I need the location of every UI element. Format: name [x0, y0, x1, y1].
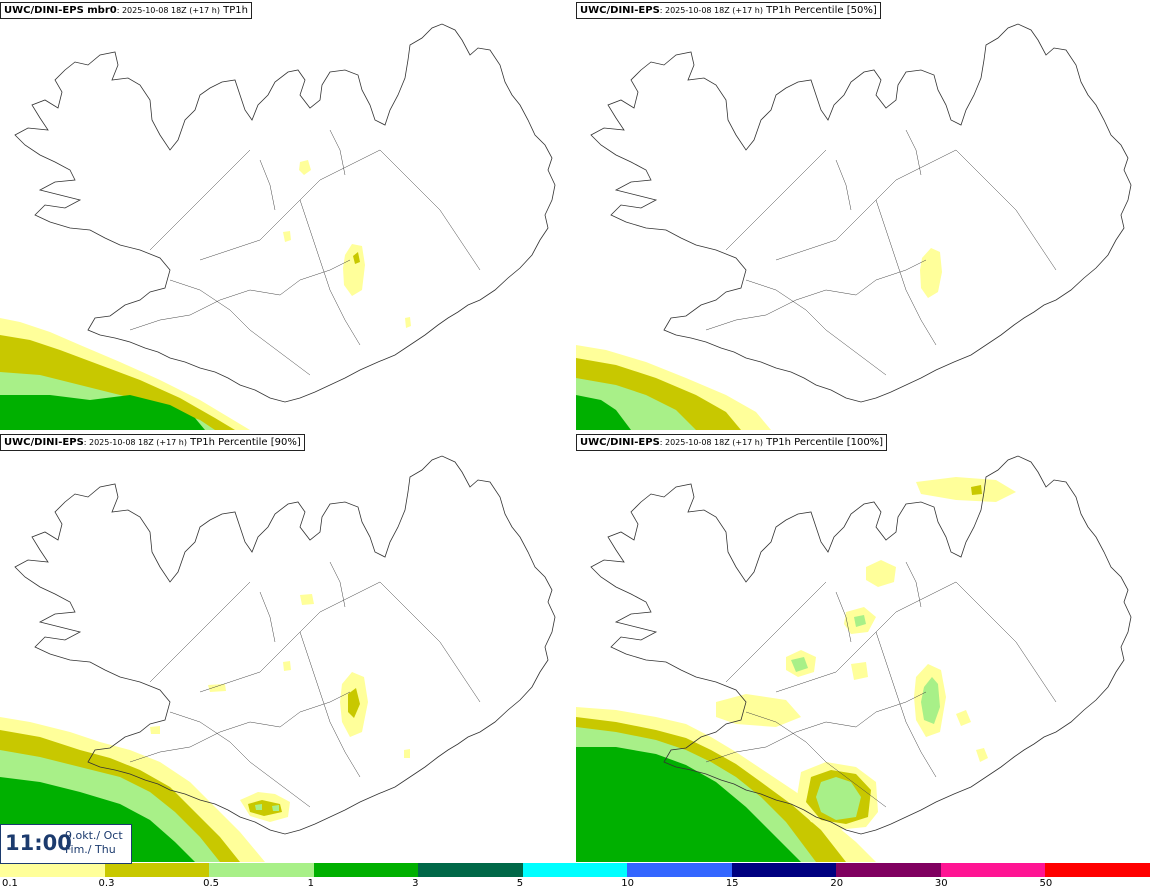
valid-time: 11:00 [5, 831, 72, 855]
precip-area-green [0, 395, 205, 430]
precip-spot [791, 657, 808, 672]
precip-spot [255, 804, 279, 811]
model-name: UWC/DINI-EPS [4, 437, 84, 448]
map-panel-p100: UWC/DINI-EPS: 2025-10-08 18Z (+17 h) TP1… [576, 432, 1150, 862]
legend-tick-label: 15 [725, 878, 739, 889]
precip-spot [851, 662, 868, 680]
legend-tick-label: 20 [830, 878, 844, 889]
legend-tick-label: 5 [516, 878, 524, 889]
legend-swatch [0, 863, 106, 877]
legend-swatch [313, 863, 419, 877]
precip-spot [150, 726, 160, 734]
panel-title: UWC/DINI-EPS: 2025-10-08 18Z (+17 h) TP1… [576, 2, 881, 19]
legend-swatch [104, 863, 210, 877]
precipitation-map [576, 455, 1132, 862]
precip-spot [976, 748, 988, 762]
precip-spot [916, 477, 1016, 502]
precipitation-map [576, 23, 1132, 430]
field-name: TP1h [219, 5, 248, 16]
field-name: TP1h Percentile [100%] [762, 437, 884, 448]
precip-spot [208, 684, 226, 692]
legend-swatch [1045, 863, 1150, 877]
precip-spot [404, 749, 410, 758]
run-info: : 2025-10-08 18Z (+17 h) [116, 6, 220, 15]
precip-spot [816, 777, 861, 820]
legend-tick-label: 3 [412, 878, 419, 889]
precip-spot [971, 485, 982, 495]
precip-spot [300, 594, 314, 605]
legend-tick-label: 30 [934, 878, 948, 889]
legend-swatch [418, 863, 524, 877]
precip-spot [716, 694, 801, 727]
precip-spot [283, 661, 291, 671]
legend-tick-label: 50 [1039, 878, 1053, 889]
valid-date-line1: 9.okt./ Oct [65, 829, 123, 842]
precip-spot [405, 317, 411, 328]
precip-area-green [576, 747, 801, 862]
run-info: : 2025-10-08 18Z (+17 h) [659, 6, 763, 15]
legend-tick-label: 1 [307, 878, 314, 889]
panel-title: UWC/DINI-EPS mbr0: 2025-10-08 18Z (+17 h… [0, 2, 252, 19]
map-panel-p90: UWC/DINI-EPS: 2025-10-08 18Z (+17 h) TP1… [0, 432, 574, 862]
iceland-coastline-icon [590, 23, 1132, 403]
iceland-coastline-icon [14, 23, 556, 403]
legend-swatch [522, 863, 628, 877]
precip-spot [343, 244, 365, 296]
precip-spot [348, 688, 360, 718]
valid-time-box: 11:00 9.okt./ Oct Fim./ Thu [0, 824, 132, 864]
field-name: TP1h Percentile [90%] [186, 437, 301, 448]
precipitation-map [0, 23, 556, 430]
model-name: UWC/DINI-EPS [580, 5, 660, 16]
precip-spot [299, 160, 311, 175]
legend-swatch [836, 863, 942, 877]
legend-tick-label: 0.3 [98, 878, 115, 889]
panel-title: UWC/DINI-EPS: 2025-10-08 18Z (+17 h) TP1… [576, 434, 888, 451]
run-info: : 2025-10-08 18Z (+17 h) [659, 438, 763, 447]
valid-date: 9.okt./ Oct Fim./ Thu [65, 829, 123, 857]
color-legend: 0.1 0.3 0.5 1 3 5 10 15 20 30 50 [0, 862, 1150, 891]
legend-tick-label: 10 [621, 878, 634, 889]
legend-swatch [731, 863, 837, 877]
field-name: TP1h Percentile [50%] [762, 5, 877, 16]
precip-area-green [576, 395, 631, 430]
precip-spot [248, 800, 282, 816]
precip-spot [854, 615, 866, 627]
precip-spot [956, 710, 971, 726]
precipitation-map [0, 455, 556, 862]
model-name: UWC/DINI-EPS [580, 437, 660, 448]
panel-title: UWC/DINI-EPS: 2025-10-08 18Z (+17 h) TP1… [0, 434, 305, 451]
precip-spot [353, 252, 360, 264]
valid-date-line2: Fim./ Thu [65, 843, 116, 856]
precip-spot [921, 677, 940, 724]
legend-swatch [627, 863, 733, 877]
model-name: UWC/DINI-EPS mbr0 [4, 5, 117, 16]
precip-spot [283, 231, 291, 242]
map-panel-member0: UWC/DINI-EPS mbr0: 2025-10-08 18Z (+17 h… [0, 0, 574, 430]
legend-tick-label: 0.1 [2, 878, 18, 889]
map-panel-p50: UWC/DINI-EPS: 2025-10-08 18Z (+17 h) TP1… [576, 0, 1150, 430]
run-info: : 2025-10-08 18Z (+17 h) [83, 438, 187, 447]
legend-tick-label: 0.5 [203, 878, 219, 889]
legend-swatch [940, 863, 1046, 877]
legend-swatch [209, 863, 315, 877]
precip-spot [920, 248, 942, 298]
precip-spot [866, 560, 896, 587]
